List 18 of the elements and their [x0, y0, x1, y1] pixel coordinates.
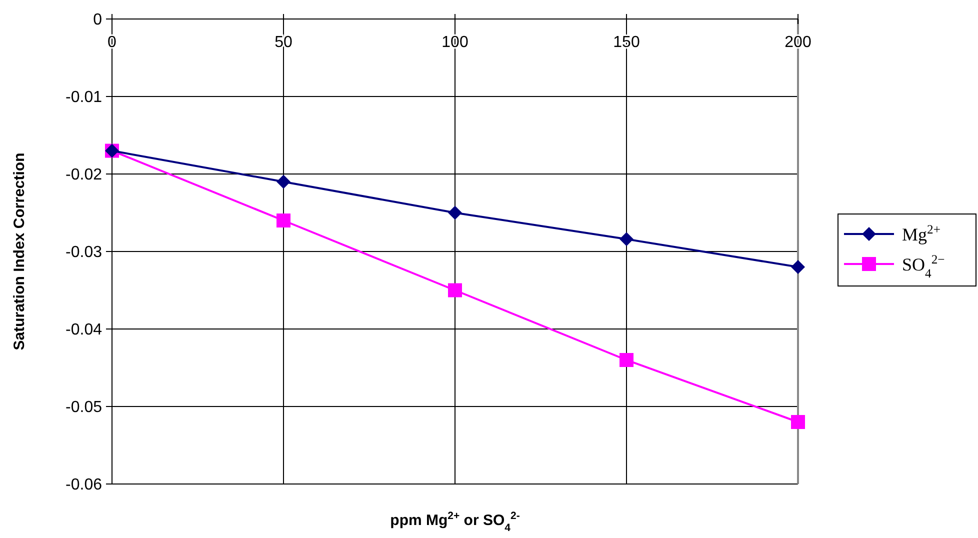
point	[448, 206, 462, 220]
y-tick-label: -0.01	[66, 89, 102, 106]
point	[276, 214, 290, 228]
y-tick-label: -0.02	[66, 166, 102, 184]
y-tick-label: -0.05	[66, 399, 102, 416]
y-tick-label: -0.04	[66, 322, 102, 339]
y-tick-label: -0.03	[66, 244, 102, 262]
y-axis-title: Saturation Index Correction	[11, 152, 28, 350]
point	[620, 232, 634, 246]
point	[276, 174, 290, 189]
point	[620, 353, 634, 367]
y-tick-label: -0.06	[66, 476, 102, 494]
y-tick-label: 0	[93, 12, 102, 29]
point	[791, 260, 805, 274]
point	[448, 283, 462, 298]
legend-label: Mg$^{2+}$	[902, 222, 940, 244]
x-tick-label: 200	[784, 34, 812, 51]
point	[791, 415, 805, 429]
